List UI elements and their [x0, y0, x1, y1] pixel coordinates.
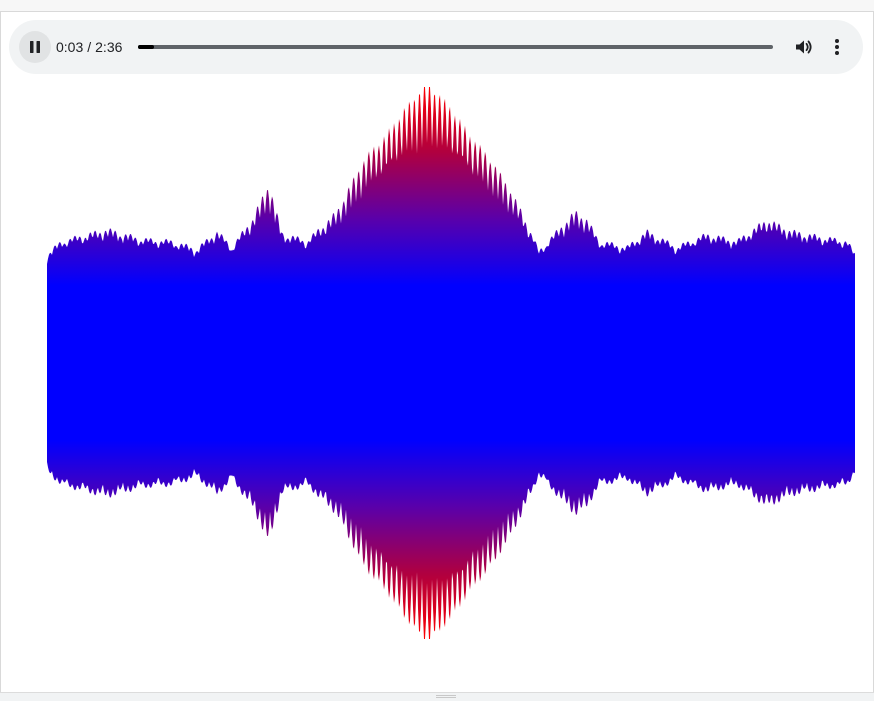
- volume-button[interactable]: [794, 37, 814, 57]
- top-edge: [0, 0, 874, 12]
- pause-icon: [30, 41, 40, 53]
- duration: 2:36: [95, 39, 123, 55]
- resize-grip[interactable]: [436, 695, 456, 698]
- seek-progress: [138, 45, 154, 49]
- pause-button[interactable]: [19, 31, 51, 63]
- current-time: 0:03: [56, 39, 84, 55]
- more-options-button[interactable]: [827, 37, 847, 57]
- volume-icon: [796, 40, 812, 54]
- time-display: 0:03/2:36: [56, 39, 122, 55]
- waveform-shape: [47, 87, 855, 639]
- seek-slider[interactable]: [138, 45, 773, 49]
- audio-player: 0:03/2:36: [9, 20, 863, 74]
- time-separator: /: [87, 39, 92, 55]
- waveform-visualizer: [47, 87, 855, 639]
- more-vert-icon: [835, 39, 839, 55]
- bottom-edge: [0, 692, 874, 701]
